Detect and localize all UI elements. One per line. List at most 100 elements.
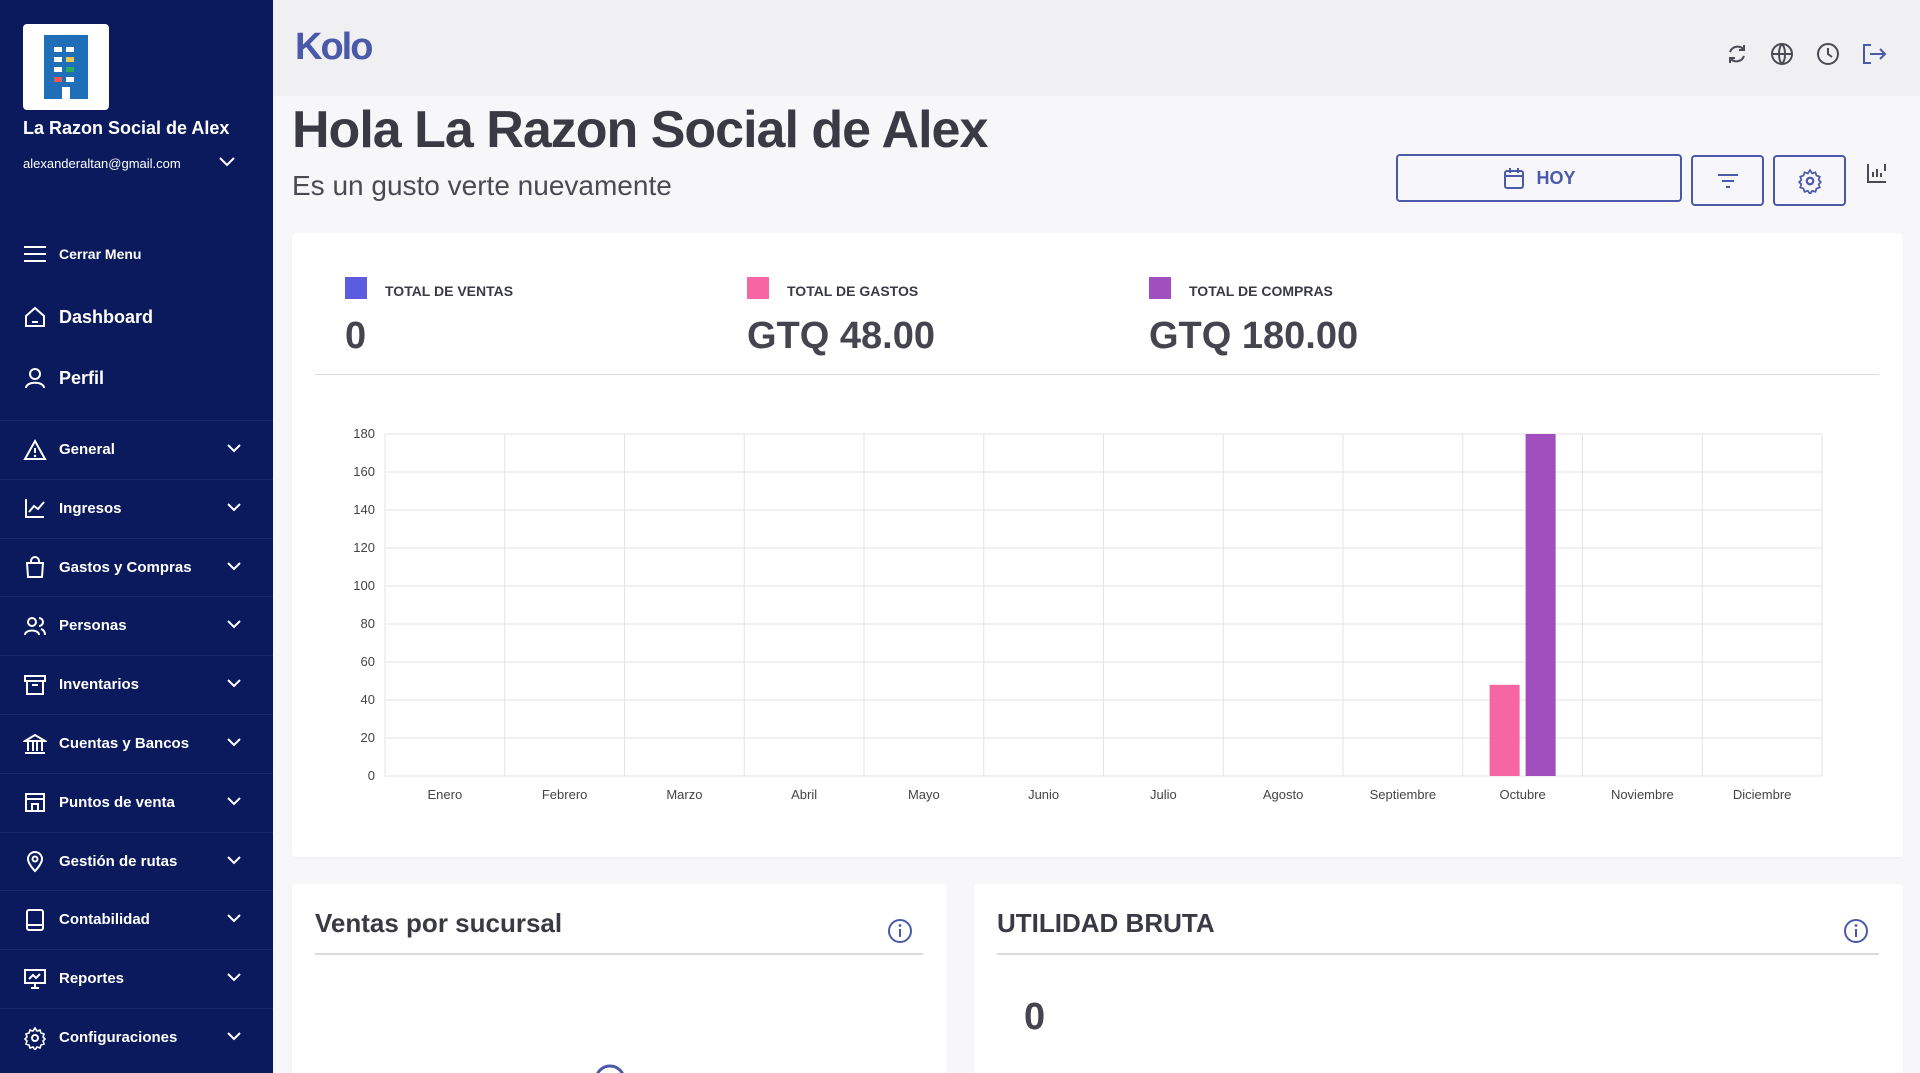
clock-icon[interactable] bbox=[1816, 42, 1840, 66]
legend-swatch-gastos bbox=[747, 277, 769, 299]
stat-ventas-label: TOTAL DE VENTAS bbox=[385, 283, 514, 299]
bar-total-de-gastos-octubre bbox=[1489, 684, 1520, 776]
x-tick-label: Febrero bbox=[542, 787, 588, 802]
nav-perfil[interactable]: Perfil bbox=[23, 366, 104, 390]
refresh-icon[interactable] bbox=[1725, 42, 1749, 66]
sidebar-item-label: Gestión de rutas bbox=[59, 852, 178, 870]
stat-compras-value: GTQ 180.00 bbox=[1149, 315, 1359, 357]
company-name: La Razon Social de Alex bbox=[23, 118, 230, 138]
sidebar-item-label: Gastos y Compras bbox=[59, 558, 192, 576]
x-tick-label: Julio bbox=[1150, 787, 1177, 802]
chevron-down-icon[interactable] bbox=[226, 501, 242, 513]
hamburger-icon bbox=[24, 246, 46, 262]
y-tick-label: 180 bbox=[353, 426, 375, 441]
logout-icon[interactable] bbox=[1861, 42, 1887, 66]
info-icon[interactable] bbox=[1843, 918, 1869, 944]
home-icon bbox=[25, 306, 45, 327]
date-filter-button[interactable]: HOY bbox=[1396, 154, 1682, 202]
presentation-icon bbox=[24, 968, 46, 989]
gear-icon bbox=[23, 1026, 47, 1050]
topbar: Kolo bbox=[273, 0, 1920, 96]
sidebar-item-label: Ingresos bbox=[59, 499, 122, 517]
brand-logo[interactable]: Kolo bbox=[295, 26, 373, 68]
chevron-down-icon[interactable] bbox=[226, 1030, 242, 1042]
stat-gastos-value: GTQ 48.00 bbox=[747, 315, 935, 357]
x-tick-label: Noviembre bbox=[1611, 787, 1674, 802]
close-menu-button[interactable]: Cerrar Menu bbox=[23, 245, 141, 263]
filter-button[interactable] bbox=[1691, 155, 1764, 206]
chevron-down-icon[interactable] bbox=[226, 912, 242, 924]
x-tick-label: Septiembre bbox=[1370, 787, 1436, 802]
export-chart-icon[interactable] bbox=[1864, 160, 1890, 186]
nav-dashboard-label: Dashboard bbox=[59, 306, 154, 327]
sidebar-item-label: Personas bbox=[59, 617, 127, 635]
bar-chart: 0 20 40 60 80 100 120 140 160 180 Enero Febrero Marz… bbox=[353, 426, 1823, 802]
x-tick-label: Enero bbox=[428, 787, 463, 802]
chevron-down-icon[interactable] bbox=[218, 155, 236, 173]
warning-icon bbox=[23, 438, 47, 460]
sidebar-item-reportes[interactable]: Reportes bbox=[0, 949, 273, 1007]
loading-spinner bbox=[596, 1064, 624, 1073]
info-icon[interactable] bbox=[887, 918, 913, 944]
building-icon bbox=[44, 35, 88, 99]
x-tick-label: Abril bbox=[791, 787, 817, 802]
sidebar-item-gastos-y-compras[interactable]: Gastos y Compras bbox=[0, 537, 273, 596]
globe-icon[interactable] bbox=[1770, 42, 1794, 66]
chevron-down-icon[interactable] bbox=[226, 854, 242, 866]
sidebar-item-contabilidad[interactable]: Contabilidad bbox=[0, 890, 273, 948]
settings-button[interactable] bbox=[1773, 155, 1846, 206]
account-email: alexanderaltan@gmail.com bbox=[23, 156, 181, 171]
sidebar-item-gestion-de-rutas[interactable]: Gestión de rutas bbox=[0, 831, 273, 890]
legend-swatch-ventas bbox=[345, 277, 367, 299]
utilidad-title: UTILIDAD BRUTA bbox=[997, 908, 1215, 938]
company-logo bbox=[23, 24, 109, 110]
x-tick-label: Marzo bbox=[666, 787, 702, 802]
y-tick-label: 20 bbox=[361, 730, 375, 745]
calendar-icon bbox=[1504, 168, 1525, 189]
sidebar: La Razon Social de Alex alexanderaltan@g… bbox=[0, 0, 273, 1073]
stat-gastos-label: TOTAL DE GASTOS bbox=[787, 283, 919, 299]
bank-icon bbox=[23, 733, 47, 754]
sucursal-card: Ventas por sucursal bbox=[292, 884, 947, 1073]
chevron-down-icon[interactable] bbox=[226, 971, 242, 983]
sidebar-item-label: Inventarios bbox=[59, 676, 140, 694]
x-tick-label: Mayo bbox=[908, 787, 940, 802]
sidebar-item-configuraciones[interactable]: Configuraciones bbox=[0, 1008, 273, 1066]
sidebar-item-label: Configuraciones bbox=[59, 1029, 178, 1046]
y-tick-label: 60 bbox=[361, 654, 375, 669]
sidebar-item-label: Puntos de venta bbox=[59, 793, 175, 811]
book-icon bbox=[26, 908, 44, 931]
chevron-down-icon[interactable] bbox=[226, 442, 242, 454]
shopping-bag-icon bbox=[25, 556, 45, 579]
utilidad-card: UTILIDAD BRUTA 0 bbox=[974, 884, 1903, 1073]
sidebar-item-general[interactable]: General bbox=[0, 420, 273, 478]
divider bbox=[315, 953, 923, 955]
y-tick-label: 0 bbox=[368, 768, 375, 783]
nav-dashboard[interactable]: Dashboard bbox=[23, 305, 153, 329]
gear-icon bbox=[1797, 168, 1822, 194]
date-filter-label: HOY bbox=[1536, 167, 1576, 188]
map-pin-icon bbox=[26, 851, 44, 873]
utilidad-value: 0 bbox=[1024, 996, 1046, 1038]
chevron-down-icon[interactable] bbox=[226, 677, 242, 689]
sidebar-item-puntos-de-venta[interactable]: Puntos de venta bbox=[0, 772, 273, 831]
x-tick-label: Agosto bbox=[1263, 787, 1303, 802]
trend-icon bbox=[25, 499, 45, 519]
page-subtitle: Es un gusto verte nuevamente bbox=[292, 170, 672, 201]
chevron-down-icon[interactable] bbox=[226, 560, 242, 572]
users-icon bbox=[24, 616, 46, 636]
sidebar-item-ingresos[interactable]: Ingresos bbox=[0, 478, 273, 537]
x-tick-label: Octubre bbox=[1500, 787, 1546, 802]
divider bbox=[997, 953, 1879, 955]
sidebar-item-personas[interactable]: Personas bbox=[0, 596, 273, 654]
chevron-down-icon[interactable] bbox=[226, 618, 242, 630]
y-tick-label: 80 bbox=[361, 616, 375, 631]
chevron-down-icon[interactable] bbox=[226, 795, 242, 807]
page-title: Hola La Razon Social de Alex bbox=[292, 101, 988, 159]
chevron-down-icon[interactable] bbox=[226, 736, 242, 748]
y-tick-label: 120 bbox=[353, 540, 375, 555]
sidebar-item-inventarios[interactable]: Inventarios bbox=[0, 655, 273, 713]
sidebar-item-label: Contabilidad bbox=[59, 911, 150, 929]
sidebar-item-cuentas-y-bancos[interactable]: Cuentas y Bancos bbox=[0, 714, 273, 772]
sidebar-item-label: Cuentas y Bancos bbox=[59, 735, 190, 752]
